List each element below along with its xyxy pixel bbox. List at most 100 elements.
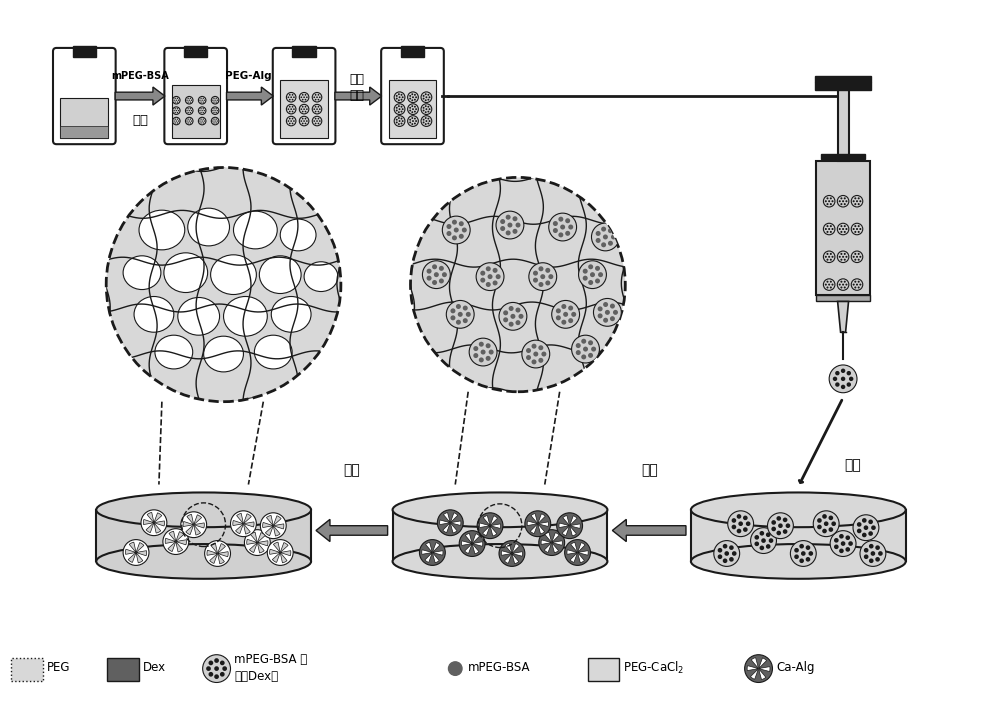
Circle shape (835, 383, 840, 387)
Circle shape (596, 238, 601, 243)
Circle shape (486, 266, 491, 271)
Circle shape (776, 531, 781, 536)
Circle shape (826, 203, 829, 205)
Circle shape (446, 301, 474, 329)
Circle shape (423, 98, 425, 99)
Wedge shape (570, 516, 577, 526)
Circle shape (175, 112, 176, 113)
Text: PEG-Alg: PEG-Alg (225, 71, 272, 81)
Circle shape (826, 225, 829, 227)
Ellipse shape (123, 256, 161, 290)
Circle shape (553, 221, 558, 226)
Circle shape (856, 228, 858, 230)
Wedge shape (571, 542, 578, 552)
Circle shape (854, 231, 856, 233)
Circle shape (799, 559, 804, 563)
Circle shape (603, 318, 608, 323)
Wedge shape (505, 544, 512, 554)
FancyBboxPatch shape (53, 48, 116, 145)
Circle shape (823, 251, 835, 262)
Circle shape (518, 313, 524, 319)
Wedge shape (280, 543, 288, 552)
Circle shape (560, 224, 565, 229)
Circle shape (303, 120, 305, 122)
Circle shape (486, 282, 491, 287)
Circle shape (817, 525, 822, 529)
Circle shape (565, 231, 570, 236)
Circle shape (751, 528, 776, 554)
Circle shape (862, 518, 867, 523)
Circle shape (538, 266, 543, 271)
Wedge shape (501, 551, 512, 555)
Circle shape (525, 510, 551, 536)
Circle shape (840, 231, 842, 233)
Wedge shape (280, 551, 291, 556)
Circle shape (826, 197, 829, 199)
Circle shape (312, 93, 322, 102)
Circle shape (845, 228, 847, 230)
Circle shape (216, 112, 217, 113)
Text: mPEG-BSA: mPEG-BSA (111, 71, 169, 81)
Circle shape (189, 110, 190, 111)
Wedge shape (751, 658, 759, 669)
Wedge shape (443, 523, 450, 533)
Wedge shape (169, 531, 176, 541)
Wedge shape (186, 525, 194, 535)
Circle shape (766, 544, 771, 549)
Circle shape (845, 200, 847, 202)
Circle shape (834, 538, 839, 543)
Circle shape (411, 123, 413, 125)
Circle shape (458, 312, 463, 317)
Circle shape (875, 557, 880, 562)
Wedge shape (243, 523, 250, 534)
Circle shape (163, 528, 189, 554)
Circle shape (746, 521, 750, 526)
Circle shape (837, 279, 849, 290)
Circle shape (300, 109, 302, 110)
Circle shape (489, 349, 494, 354)
Circle shape (434, 273, 439, 277)
Circle shape (177, 119, 178, 120)
Ellipse shape (259, 256, 301, 293)
Circle shape (608, 241, 613, 246)
Wedge shape (538, 522, 548, 526)
Wedge shape (243, 514, 251, 523)
Circle shape (512, 216, 517, 221)
Circle shape (315, 118, 316, 119)
Circle shape (760, 531, 764, 536)
Circle shape (859, 228, 861, 230)
Circle shape (187, 108, 189, 109)
Circle shape (869, 544, 874, 549)
Circle shape (203, 119, 204, 120)
Circle shape (813, 510, 839, 536)
Circle shape (318, 111, 319, 112)
Circle shape (824, 521, 829, 526)
Circle shape (292, 111, 293, 112)
Circle shape (829, 516, 833, 520)
Wedge shape (747, 666, 759, 671)
Circle shape (583, 275, 588, 280)
Circle shape (538, 345, 543, 350)
Circle shape (845, 536, 850, 540)
Circle shape (851, 196, 863, 207)
Circle shape (411, 99, 413, 101)
Circle shape (206, 667, 211, 671)
Circle shape (211, 96, 219, 104)
Circle shape (203, 101, 204, 103)
Wedge shape (168, 541, 176, 551)
Circle shape (830, 286, 832, 288)
Circle shape (839, 256, 841, 258)
Circle shape (414, 122, 416, 124)
Circle shape (610, 316, 615, 321)
Circle shape (768, 513, 793, 539)
FancyArrow shape (335, 87, 382, 105)
Circle shape (837, 196, 849, 207)
Circle shape (214, 99, 216, 101)
Circle shape (315, 94, 316, 96)
Circle shape (858, 280, 860, 283)
Circle shape (864, 526, 868, 530)
Circle shape (313, 120, 315, 122)
Circle shape (729, 545, 734, 550)
Ellipse shape (211, 255, 256, 295)
Circle shape (531, 360, 537, 365)
